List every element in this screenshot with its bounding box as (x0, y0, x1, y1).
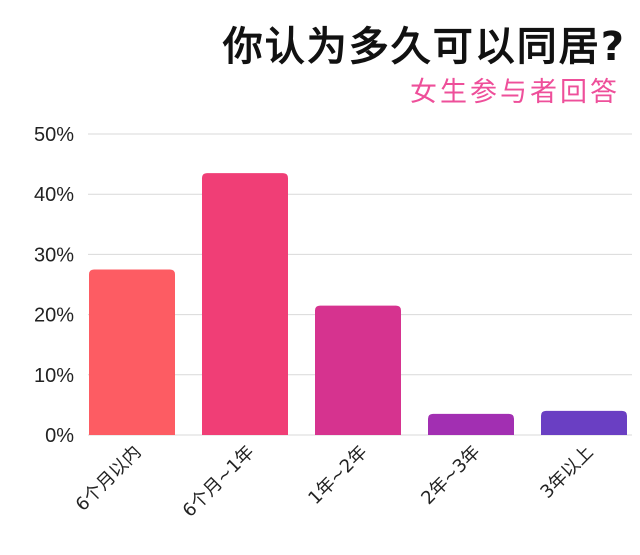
x-category-label: 6个月~1年 (179, 442, 259, 522)
chart-title: 你认为多久可以同居? (222, 24, 626, 70)
y-tick-label: 0% (45, 425, 74, 447)
x-category-label: 6个月以内 (72, 442, 146, 516)
y-tick-label: 30% (34, 244, 74, 266)
x-axis-labels: 6个月以内 6个月~1年 1年~2年 2年~3年 3年以上 (72, 442, 598, 522)
x-category-label: 3年以上 (536, 442, 597, 503)
y-tick-label: 40% (34, 184, 74, 206)
bars (89, 173, 627, 435)
x-category-label: 1年~2年 (304, 442, 371, 509)
bar-2 (202, 173, 288, 435)
chart-subtitle: 女生参与者回答 (410, 77, 620, 108)
bar-4 (428, 413, 514, 435)
y-tick-label: 20% (34, 305, 74, 327)
y-tick-label: 10% (34, 365, 74, 387)
y-tick-label: 50% (34, 124, 74, 146)
y-axis-ticks: 0% 10% 20% 30% 40% 50% (34, 124, 74, 447)
bar-1 (89, 269, 175, 435)
x-category-label: 2年~3年 (417, 442, 484, 509)
bar-3 (315, 305, 401, 435)
bar-5 (541, 410, 627, 435)
